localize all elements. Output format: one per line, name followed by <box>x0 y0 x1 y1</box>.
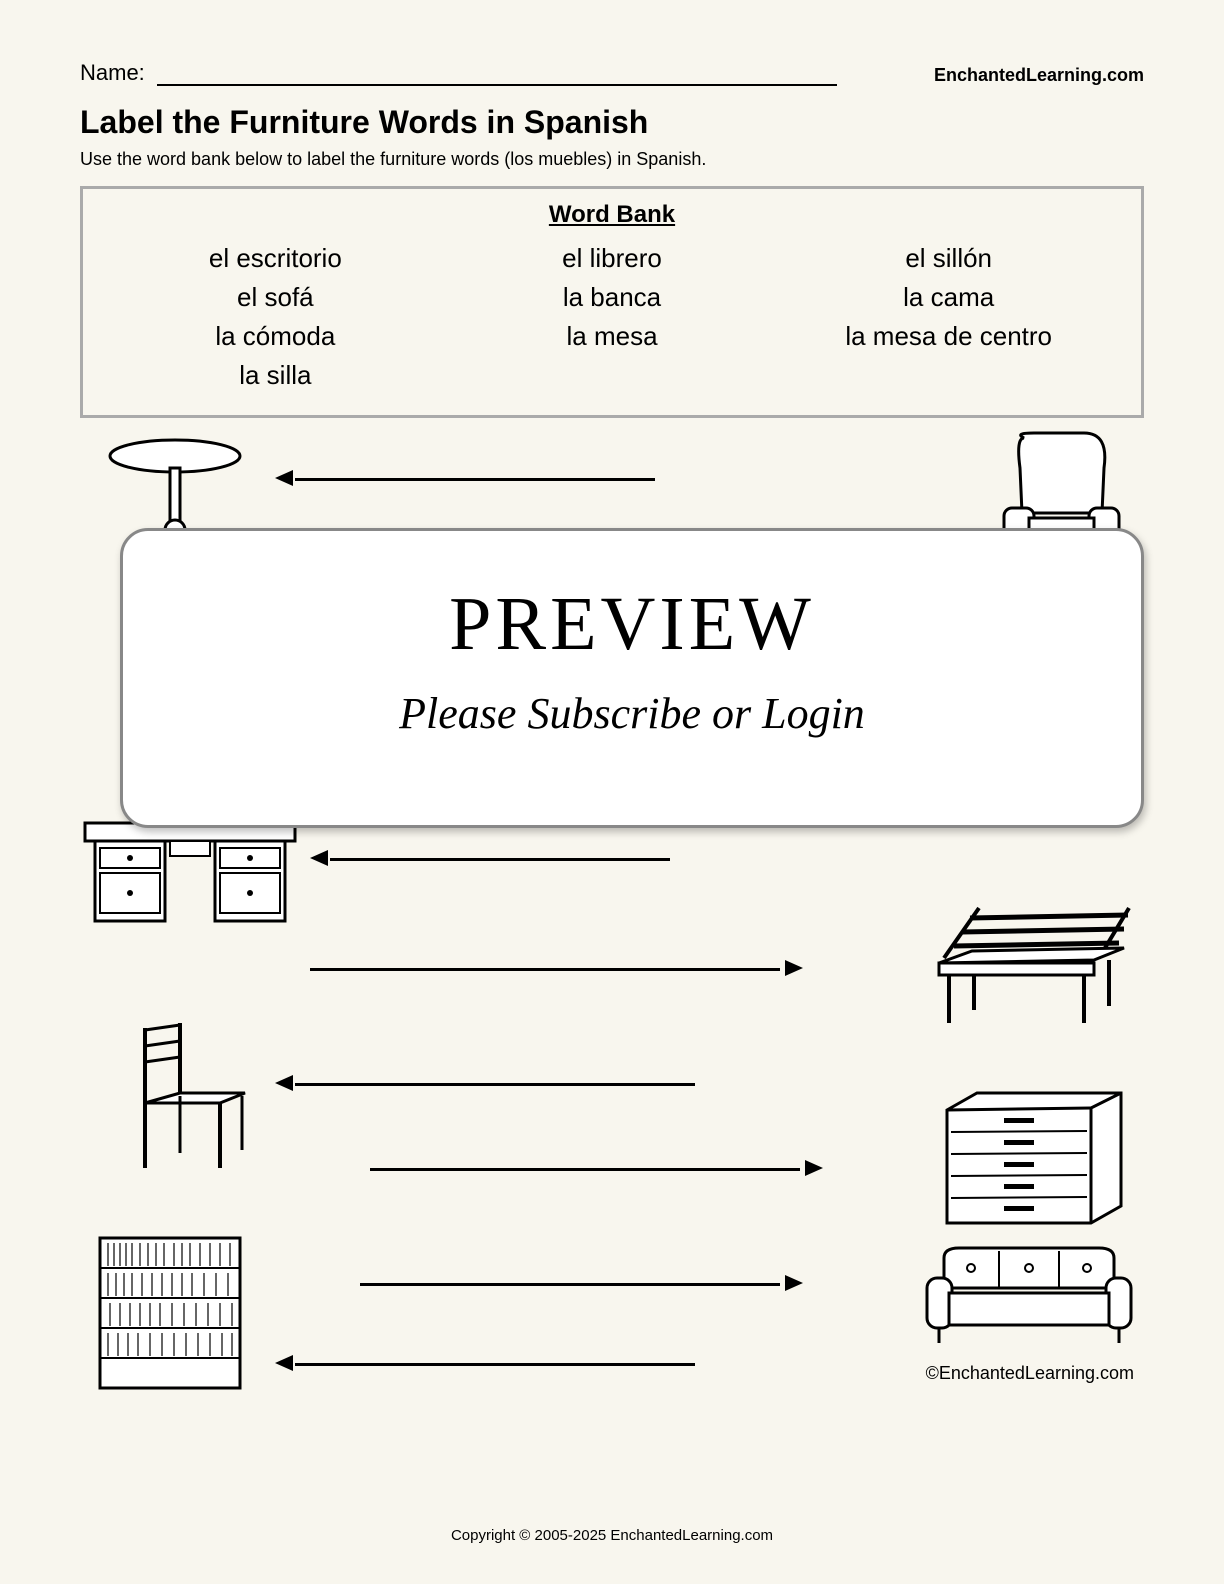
word-bank-col-1: el escritorio el sofá la cómoda la silla <box>107 239 444 395</box>
dresser-icon <box>939 1088 1129 1243</box>
preview-title: PREVIEW <box>123 581 1141 668</box>
answer-line[interactable] <box>295 1363 695 1366</box>
answer-line[interactable] <box>360 1283 780 1286</box>
wb-item: la silla <box>107 356 444 395</box>
answer-line[interactable] <box>370 1168 800 1171</box>
answer-line[interactable] <box>330 858 670 861</box>
word-bank-col-3: el sillón la cama la mesa de centro <box>780 239 1117 395</box>
arrow-icon <box>310 850 328 866</box>
answer-line[interactable] <box>295 478 655 481</box>
preview-subtitle: Please Subscribe or Login <box>123 688 1141 739</box>
watermark: ©EnchantedLearning.com <box>926 1363 1134 1384</box>
wb-item: el sofá <box>107 278 444 317</box>
name-input-line[interactable] <box>157 84 837 86</box>
wb-item: el escritorio <box>107 239 444 278</box>
brand-text: EnchantedLearning.com <box>934 65 1144 86</box>
worksheet-area: ©EnchantedLearning.com PREVIEW Please Su… <box>80 438 1144 1398</box>
wb-item: la cómoda <box>107 317 444 356</box>
word-bank-title: Word Bank <box>107 201 1117 229</box>
word-bank-col-2: el librero la banca la mesa <box>444 239 781 395</box>
arrow-icon <box>805 1160 823 1176</box>
sofa-icon <box>919 1243 1139 1358</box>
answer-line[interactable] <box>310 968 780 971</box>
name-label: Name: <box>80 60 145 85</box>
word-bank: Word Bank el escritorio el sofá la cómod… <box>80 186 1144 418</box>
preview-overlay: PREVIEW Please Subscribe or Login <box>120 528 1144 828</box>
bookcase-icon <box>90 1228 260 1403</box>
wb-item: el librero <box>444 239 781 278</box>
desk-icon <box>80 818 300 943</box>
copyright: Copyright © 2005-2025 EnchantedLearning.… <box>80 1527 1144 1544</box>
wb-item: la cama <box>780 278 1117 317</box>
bench-icon <box>924 898 1134 1043</box>
instructions: Use the word bank below to label the fur… <box>80 149 1144 170</box>
arrow-icon <box>275 1355 293 1371</box>
wb-item: la banca <box>444 278 781 317</box>
page-title: Label the Furniture Words in Spanish <box>80 104 1144 141</box>
arrow-icon <box>785 960 803 976</box>
arrow-icon <box>275 470 293 486</box>
chair-icon <box>120 1018 260 1183</box>
wb-item: la mesa <box>444 317 781 356</box>
answer-line[interactable] <box>295 1083 695 1086</box>
wb-item: el sillón <box>780 239 1117 278</box>
arrow-icon <box>275 1075 293 1091</box>
wb-item: la mesa de centro <box>780 317 1117 356</box>
arrow-icon <box>785 1275 803 1291</box>
